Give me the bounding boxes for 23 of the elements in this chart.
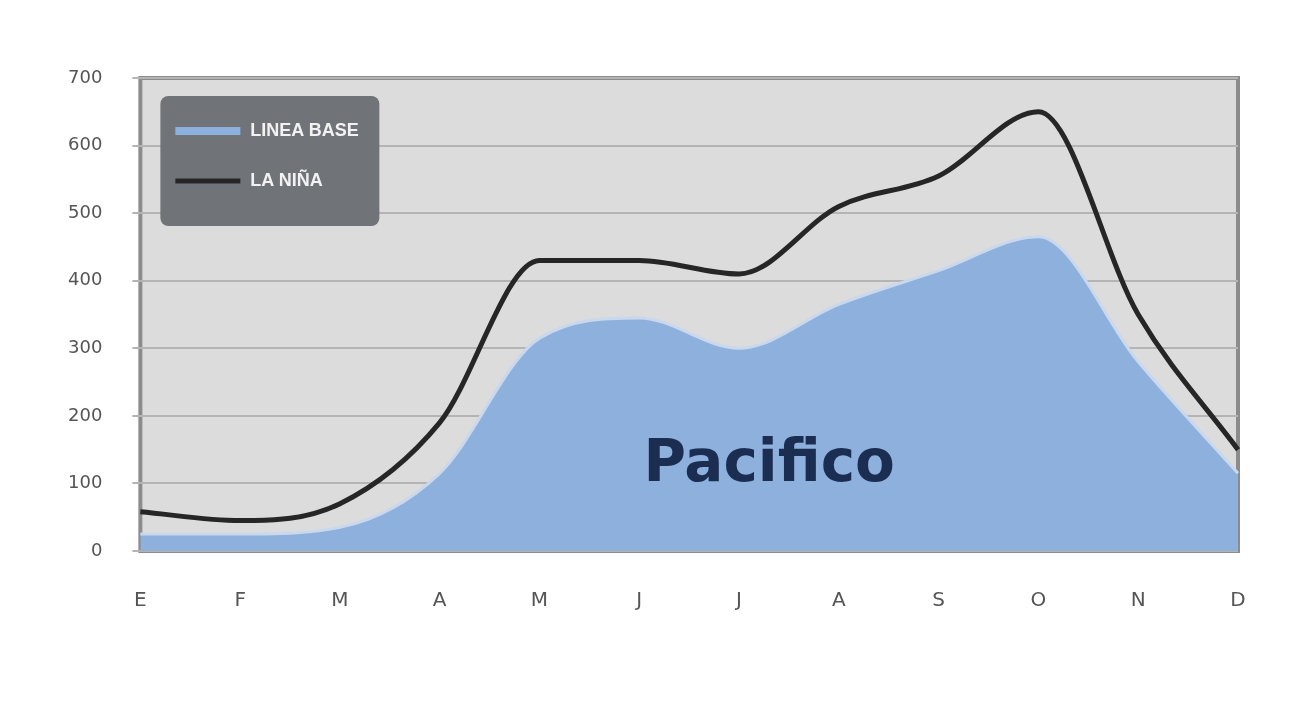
annotation: Pacifico <box>643 426 895 495</box>
x-tick-label: J <box>734 587 743 612</box>
x-tick-label: N <box>1130 587 1146 612</box>
x-tick-label: M <box>331 587 349 612</box>
y-tick-label: 500 <box>68 200 103 222</box>
x-tick-label: J <box>634 587 643 612</box>
legend-label: LINEA BASE <box>250 119 359 140</box>
legend-label: LA NIÑA <box>250 168 323 190</box>
y-tick-label: 400 <box>68 268 103 290</box>
x-tick-label: O <box>1030 587 1047 612</box>
x-tick-label: A <box>432 587 447 612</box>
y-tick-label: 200 <box>68 403 103 425</box>
x-tick-label: A <box>832 587 847 612</box>
y-tick-label: 600 <box>68 133 103 155</box>
y-tick-label: 300 <box>68 335 103 357</box>
x-tick-label: F <box>234 587 246 612</box>
x-tick-label: D <box>1230 587 1246 612</box>
y-tick-label: 0 <box>90 538 103 560</box>
x-tick-label: S <box>932 587 945 612</box>
x-tick-label: E <box>134 587 147 612</box>
y-tick-label: 100 <box>68 471 103 493</box>
x-tick-label: M <box>530 587 549 612</box>
y-tick-label: 700 <box>68 65 103 87</box>
